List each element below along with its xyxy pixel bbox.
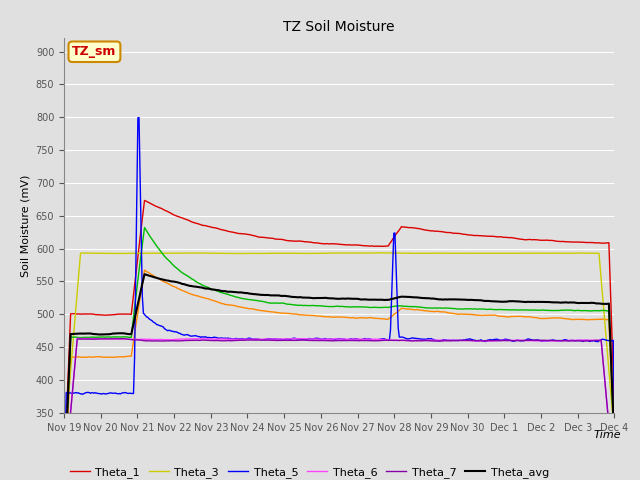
Theta_3 xyxy=(358,250,365,256)
Theta_1 xyxy=(141,198,148,204)
Line: Theta_5: Theta_5 xyxy=(64,118,614,480)
Theta_1 xyxy=(60,475,68,480)
Theta_5 xyxy=(359,336,367,342)
Title: TZ Soil Moisture: TZ Soil Moisture xyxy=(284,21,395,35)
Line: Theta_6: Theta_6 xyxy=(64,338,614,480)
Theta_4 xyxy=(598,308,606,313)
Theta_avg xyxy=(326,295,333,301)
Theta_2 xyxy=(323,314,330,320)
Theta_6 xyxy=(513,337,520,343)
Theta_2 xyxy=(326,314,333,320)
Theta_5 xyxy=(135,115,143,120)
Theta_3 xyxy=(513,250,520,256)
Theta_4 xyxy=(359,304,367,310)
Theta_4 xyxy=(611,446,618,452)
Line: Theta_4: Theta_4 xyxy=(64,228,614,480)
Theta_1 xyxy=(359,243,367,249)
Line: Theta_3: Theta_3 xyxy=(64,253,614,448)
Theta_6 xyxy=(323,336,330,342)
Theta_3 xyxy=(321,251,329,256)
Theta_6 xyxy=(359,336,367,342)
Theta_5 xyxy=(611,413,618,419)
Line: Theta_2: Theta_2 xyxy=(64,270,614,480)
Theta_4 xyxy=(513,307,520,313)
Theta_7 xyxy=(120,336,127,341)
Theta_7 xyxy=(359,338,367,344)
Theta_3 xyxy=(611,432,618,438)
Theta_5 xyxy=(326,336,333,342)
Theta_1 xyxy=(326,241,333,247)
Theta_5 xyxy=(513,337,520,343)
Theta_7 xyxy=(326,338,333,344)
Theta_2 xyxy=(598,316,606,322)
Theta_7 xyxy=(513,338,520,344)
Line: Theta_1: Theta_1 xyxy=(64,201,614,478)
Theta_1 xyxy=(389,237,397,242)
Theta_avg xyxy=(141,271,148,277)
Text: Time: Time xyxy=(593,430,621,440)
Theta_7 xyxy=(323,338,330,344)
Theta_3 xyxy=(389,250,397,256)
Theta_5 xyxy=(323,336,330,342)
Legend: Theta_1, Theta_2, Theta_3, Theta_4, Theta_5, Theta_6, Theta_7, Theta_avg: Theta_1, Theta_2, Theta_3, Theta_4, Thet… xyxy=(70,467,549,480)
Theta_5 xyxy=(389,263,397,269)
Theta_3 xyxy=(60,445,68,451)
Theta_6 xyxy=(326,336,333,342)
Theta_6 xyxy=(598,349,606,355)
Theta_4 xyxy=(141,225,148,230)
Y-axis label: Soil Moisture (mV): Soil Moisture (mV) xyxy=(20,174,30,277)
Theta_2 xyxy=(389,312,397,318)
Theta_3 xyxy=(325,250,333,256)
Theta_7 xyxy=(389,337,397,343)
Theta_2 xyxy=(513,313,520,319)
Theta_avg xyxy=(611,442,618,448)
Line: Theta_avg: Theta_avg xyxy=(64,274,614,480)
Theta_5 xyxy=(598,336,606,342)
Theta_2 xyxy=(141,267,148,273)
Theta_1 xyxy=(323,241,330,247)
Theta_1 xyxy=(598,240,606,246)
Theta_4 xyxy=(389,304,397,310)
Theta_avg xyxy=(359,297,367,302)
Theta_avg xyxy=(389,296,397,301)
Theta_6 xyxy=(74,336,82,341)
Theta_7 xyxy=(598,350,606,356)
Theta_6 xyxy=(389,337,397,343)
Theta_avg xyxy=(598,301,606,307)
Theta_1 xyxy=(611,406,618,412)
Theta_4 xyxy=(323,303,330,309)
Theta_1 xyxy=(513,236,520,241)
Theta_2 xyxy=(611,451,618,457)
Line: Theta_7: Theta_7 xyxy=(64,338,614,480)
Theta_avg xyxy=(323,295,330,301)
Text: TZ_sm: TZ_sm xyxy=(72,45,116,58)
Theta_avg xyxy=(513,299,520,304)
Theta_4 xyxy=(326,304,333,310)
Theta_2 xyxy=(359,315,367,321)
Theta_3 xyxy=(378,250,385,256)
Theta_3 xyxy=(598,289,606,295)
